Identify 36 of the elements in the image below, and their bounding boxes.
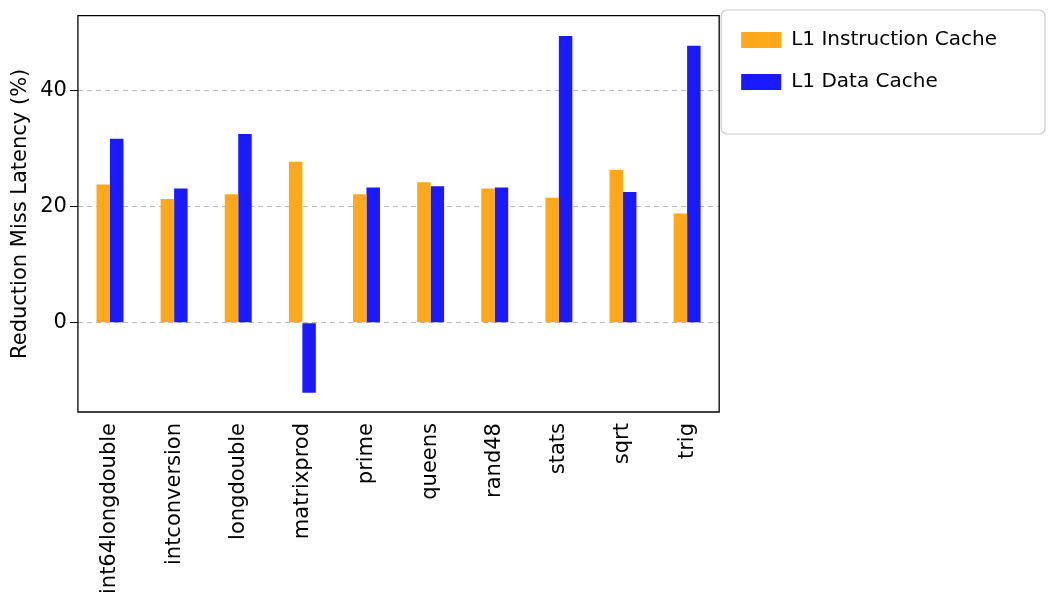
- y-tick-label: 0: [53, 309, 67, 334]
- bar: [109, 138, 124, 323]
- x-tick-label: int64longdouble: [96, 423, 121, 595]
- bar: [238, 134, 252, 323]
- x-tick-label: stats: [545, 423, 570, 475]
- bar: [288, 161, 303, 323]
- bar: [366, 187, 380, 323]
- bar: [417, 182, 431, 323]
- bar: [160, 199, 175, 323]
- bar: [687, 45, 701, 323]
- bar: [673, 213, 688, 323]
- bar: [302, 323, 316, 393]
- x-tick-label: sqrt: [609, 423, 634, 465]
- bar: [545, 197, 559, 323]
- y-axis-title: Reduction Miss Latency (%): [7, 68, 32, 359]
- bar: [353, 194, 367, 323]
- x-tick-label: intconversion: [160, 423, 185, 566]
- bar: [481, 188, 495, 323]
- x-tick-label: queens: [417, 423, 442, 500]
- bar: [622, 192, 637, 323]
- x-tick-label: matrixprod: [288, 423, 313, 540]
- x-tick-label: prime: [352, 423, 377, 485]
- legend-label: L1 Instruction Cache: [791, 26, 1038, 51]
- bar: [96, 184, 110, 323]
- bar: [494, 187, 509, 323]
- legend-label: L1 Data Cache: [791, 68, 978, 93]
- bar: [558, 35, 573, 323]
- bar: [430, 186, 445, 323]
- bar: [174, 188, 188, 323]
- x-tick-label: trig: [673, 423, 698, 460]
- x-tick-label: rand48: [481, 423, 506, 498]
- bar: [609, 169, 623, 323]
- y-tick-label: 20: [40, 193, 67, 217]
- bar: [224, 194, 239, 323]
- x-tick-label: longdouble: [224, 423, 249, 540]
- y-tick-label: 40: [40, 76, 67, 101]
